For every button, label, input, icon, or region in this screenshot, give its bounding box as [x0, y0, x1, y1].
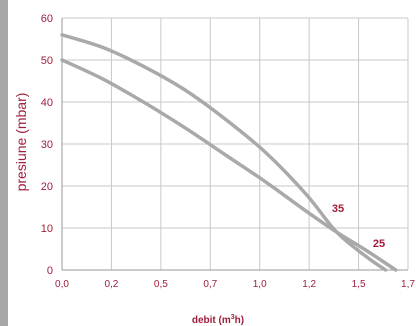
x-tick-label: 0,7: [203, 279, 217, 290]
curve-label-25: 25: [373, 238, 385, 250]
x-tick-labels: 0,0 0,2 0,5 0,7 1,0 1,2 1,5 1,7: [55, 279, 415, 290]
curve-35: [60, 33, 388, 272]
x-axis-label-sup: 3: [231, 314, 235, 321]
grid: [62, 17, 409, 270]
x-tick-label: 0,2: [104, 279, 118, 290]
x-axis-label: debit (m3h): [192, 314, 244, 326]
y-tick-label: 20: [41, 181, 53, 193]
x-tick-label: 1,0: [253, 279, 267, 290]
y-tick-label: 60: [41, 13, 53, 25]
x-axis-label-end: h): [235, 315, 244, 326]
curves: [60, 33, 398, 272]
x-tick-label: 1,5: [352, 279, 366, 290]
curve-label-35: 35: [332, 203, 344, 215]
x-axis-label-main: debit (m: [192, 315, 231, 326]
y-tick-labels: 0 10 20 30 40 50 60: [41, 13, 53, 277]
x-tick-label: 0,5: [154, 279, 168, 290]
x-tick-label: 0,0: [55, 279, 69, 290]
y-tick-label: 50: [41, 55, 53, 67]
y-axis-label: presiune (mbar): [13, 93, 29, 192]
y-tick-label: 0: [47, 265, 53, 277]
x-tick-label: 1,7: [401, 279, 415, 290]
y-tick-label: 10: [41, 223, 53, 235]
curve-25: [60, 58, 398, 272]
y-tick-label: 30: [41, 139, 53, 151]
x-tick-label: 1,2: [302, 279, 316, 290]
y-tick-label: 40: [41, 97, 53, 109]
left-edge-bar: [0, 0, 8, 326]
